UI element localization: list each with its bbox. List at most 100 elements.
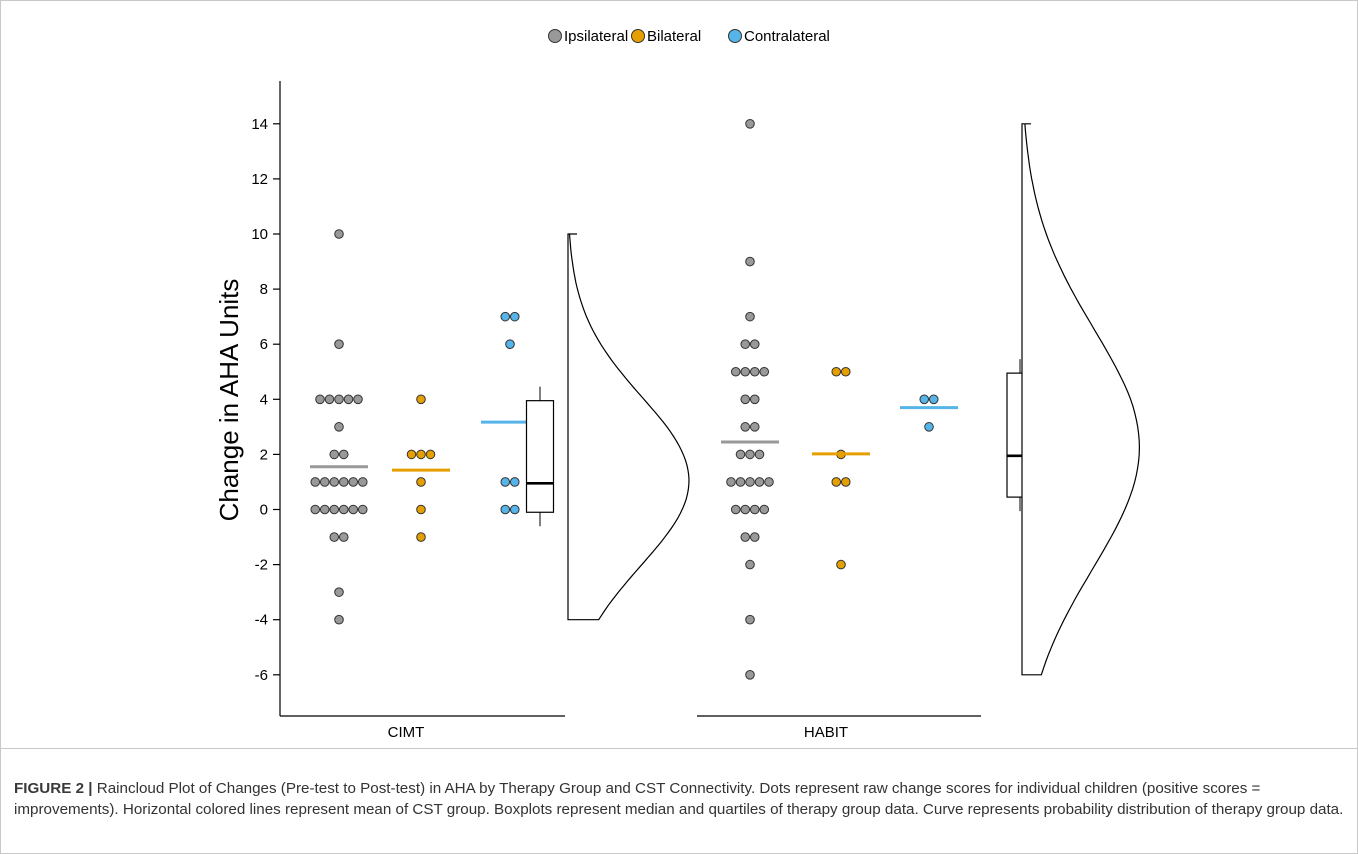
data-point-bilateral (831, 366, 842, 377)
data-point-ipsilateral (334, 339, 344, 350)
data-point-bilateral (416, 449, 426, 460)
data-point-ipsilateral (735, 477, 746, 487)
data-point-ipsilateral (749, 532, 760, 542)
caption-divider (1, 748, 1357, 749)
data-point-bilateral (416, 504, 426, 515)
legend-swatch-ipsilateral (548, 29, 562, 43)
x-axis: CIMT HABIT (280, 715, 981, 741)
y-axis: 14 12 10 8 6 4 2 0 -2 -4 -6 (251, 81, 281, 716)
figure-caption: FIGURE 2 | Raincloud Plot of Changes (Pr… (14, 778, 1344, 820)
data-point-ipsilateral (338, 477, 349, 487)
data-point-ipsilateral (759, 366, 770, 377)
y-tick-label: -2 (255, 557, 268, 574)
y-tick-label: 0 (260, 502, 268, 519)
data-point-ipsilateral (310, 504, 321, 515)
data-point-ipsilateral (745, 559, 755, 570)
data-point-bilateral (416, 394, 426, 405)
data-point-contralateral (500, 311, 511, 322)
data-point-ipsilateral (749, 339, 760, 350)
caption-text: Raincloud Plot of Changes (Pre-test to P… (14, 780, 1344, 818)
data-point-ipsilateral (315, 394, 325, 405)
data-point-ipsilateral (745, 477, 755, 487)
data-point-ipsilateral (329, 477, 340, 487)
data-point-ipsilateral (745, 119, 755, 129)
data-point-ipsilateral (759, 504, 770, 515)
data-point-ipsilateral (740, 422, 751, 432)
data-point-ipsilateral (754, 449, 765, 460)
data-point-ipsilateral (735, 449, 746, 460)
data-point-ipsilateral (740, 504, 751, 515)
data-point-ipsilateral (334, 422, 344, 432)
data-point-ipsilateral (740, 394, 751, 405)
boxplot-box-cimt (525, 400, 555, 513)
data-point-ipsilateral (749, 422, 760, 432)
y-tick-label: 4 (260, 391, 268, 408)
data-point-ipsilateral (357, 477, 368, 487)
y-tick-label: -6 (255, 667, 268, 684)
chart-legend: Ipsilateral Bilateral Contralateral (548, 28, 830, 45)
y-tick-label: 12 (251, 171, 268, 188)
data-point-ipsilateral (329, 532, 340, 542)
plot-area (310, 119, 1141, 680)
data-point-ipsilateral (343, 394, 354, 405)
data-point-bilateral (831, 477, 842, 487)
data-point-bilateral (836, 559, 846, 570)
data-point-ipsilateral (338, 532, 349, 542)
data-point-ipsilateral (348, 504, 359, 515)
x-tick-label-cimt: CIMT (388, 724, 425, 741)
data-point-ipsilateral (329, 449, 340, 460)
data-point-ipsilateral (749, 504, 760, 515)
data-point-ipsilateral (324, 394, 335, 405)
data-point-ipsilateral (310, 477, 321, 487)
data-point-bilateral (840, 477, 851, 487)
data-point-ipsilateral (764, 477, 774, 487)
data-point-ipsilateral (740, 532, 751, 542)
data-point-ipsilateral (334, 614, 344, 625)
density-curve-cimt (567, 233, 690, 621)
y-tick-label: 2 (260, 446, 268, 463)
data-point-ipsilateral (749, 366, 760, 377)
data-point-ipsilateral (319, 477, 330, 487)
data-point-ipsilateral (754, 477, 765, 487)
data-point-ipsilateral (745, 614, 755, 625)
data-point-ipsilateral (745, 311, 755, 322)
density-curve-habit (1021, 123, 1141, 676)
y-tick-label: 6 (260, 336, 268, 353)
data-point-ipsilateral (730, 504, 741, 515)
data-point-ipsilateral (329, 504, 340, 515)
data-point-contralateral (509, 311, 520, 322)
data-point-bilateral (416, 477, 426, 487)
y-tick-label: 10 (251, 226, 268, 243)
data-point-bilateral (416, 532, 426, 542)
data-point-bilateral (425, 449, 436, 460)
y-tick-label: -4 (255, 612, 268, 629)
data-point-ipsilateral (726, 477, 736, 487)
data-point-ipsilateral (338, 504, 349, 515)
legend-label-ipsilateral: Ipsilateral (564, 28, 628, 45)
data-point-contralateral (500, 477, 511, 487)
data-point-ipsilateral (334, 587, 344, 597)
data-point-ipsilateral (745, 256, 755, 267)
data-point-contralateral (928, 394, 939, 405)
data-point-ipsilateral (740, 366, 751, 377)
raincloud-chart: Ipsilateral Bilateral Contralateral 14 12 10… (214, 28, 1141, 741)
data-point-ipsilateral (334, 394, 344, 405)
legend-label-contralateral: Contralateral (744, 28, 830, 45)
data-point-ipsilateral (338, 449, 349, 460)
data-point-ipsilateral (745, 670, 755, 680)
caption-label: FIGURE 2 | (14, 780, 93, 797)
y-tick-label: 8 (260, 281, 268, 298)
data-point-contralateral (924, 422, 934, 432)
y-tick-label: 14 (251, 116, 268, 133)
y-axis-label: Change in AHA Units (214, 279, 244, 522)
data-point-ipsilateral (353, 394, 363, 405)
legend-swatch-bilateral (631, 29, 645, 43)
data-point-ipsilateral (740, 339, 751, 350)
legend-swatch-contralateral (728, 29, 742, 43)
data-point-ipsilateral (745, 449, 755, 460)
data-point-ipsilateral (730, 366, 741, 377)
data-point-ipsilateral (357, 504, 368, 515)
data-point-contralateral (500, 504, 511, 515)
data-point-ipsilateral (319, 504, 330, 515)
data-point-bilateral (840, 366, 851, 377)
